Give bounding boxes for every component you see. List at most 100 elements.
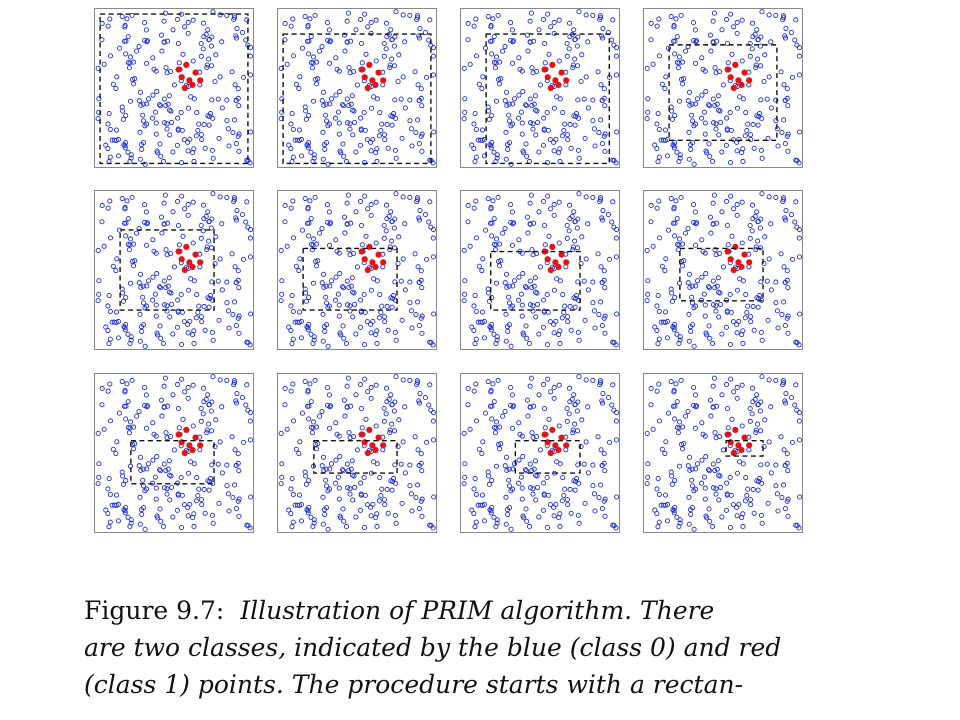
class0-point <box>385 510 391 516</box>
class0-point <box>783 25 789 32</box>
class0-point <box>598 447 604 453</box>
class0-point <box>473 308 479 314</box>
class0-point <box>368 330 374 336</box>
class0-point <box>175 115 181 121</box>
class0-point <box>665 227 672 233</box>
class0-point <box>509 392 515 398</box>
caption-line-1: Figure 9.7: Illustration of PRIM algorit… <box>84 596 715 625</box>
class0-point <box>129 76 136 82</box>
class0-point <box>349 458 355 464</box>
class0-point <box>489 38 495 44</box>
class0-point <box>181 319 187 325</box>
class0-point <box>784 451 790 457</box>
class0-point <box>565 137 571 143</box>
class0-point <box>317 48 323 54</box>
class0-point <box>662 127 669 133</box>
class0-point <box>545 11 551 17</box>
class0-point <box>751 510 757 516</box>
class0-point <box>610 199 616 205</box>
class0-point <box>215 96 221 102</box>
class0-point <box>598 264 604 270</box>
class0-point <box>759 115 765 121</box>
class0-point <box>400 377 406 383</box>
class0-point <box>299 227 306 233</box>
class0-point <box>368 384 374 391</box>
class0-point <box>486 481 492 487</box>
class0-point <box>724 40 731 47</box>
class0-point <box>358 480 364 486</box>
class0-point <box>333 274 339 280</box>
class1-point <box>735 442 742 449</box>
class0-point <box>371 94 377 100</box>
class0-point <box>565 502 571 508</box>
class0-point <box>530 303 536 309</box>
class0-point <box>368 287 374 293</box>
class1-point <box>175 431 182 438</box>
class0-point <box>384 303 390 310</box>
class0-point <box>399 135 405 141</box>
class0-point <box>376 498 382 504</box>
class0-point <box>783 207 789 214</box>
class0-point <box>328 96 335 102</box>
class0-point <box>344 383 350 389</box>
class0-point <box>219 287 225 293</box>
class0-point <box>644 481 650 487</box>
class0-point <box>532 275 538 281</box>
class0-point <box>602 148 608 154</box>
class0-point <box>596 312 602 318</box>
class0-point <box>531 466 537 472</box>
class0-point <box>137 271 144 277</box>
class0-point <box>175 381 181 388</box>
class0-point <box>342 48 348 54</box>
class0-point <box>736 318 742 324</box>
class0-point <box>687 142 694 148</box>
class0-point <box>317 413 323 419</box>
class0-point <box>491 149 497 155</box>
class0-point <box>107 519 113 525</box>
class0-point <box>576 115 582 121</box>
class0-point <box>423 74 430 80</box>
class0-point <box>409 508 415 514</box>
class0-point <box>706 103 713 109</box>
class0-point <box>706 467 712 473</box>
class0-point <box>613 254 620 260</box>
class0-point <box>573 293 580 299</box>
class0-point <box>764 96 770 102</box>
class0-point <box>175 480 181 486</box>
class0-point <box>141 385 148 391</box>
class0-point <box>491 34 497 40</box>
class0-point <box>206 122 212 128</box>
class0-point <box>609 219 615 225</box>
class0-point <box>128 517 134 523</box>
class0-point <box>592 508 598 514</box>
class0-point <box>739 199 745 205</box>
class0-point <box>524 214 531 220</box>
class0-point <box>747 235 753 241</box>
class0-point <box>386 396 392 403</box>
class0-point <box>324 202 331 208</box>
class0-point <box>745 303 751 309</box>
class1-point <box>186 259 193 266</box>
class0-point <box>656 154 662 160</box>
class0-point <box>157 323 163 329</box>
class0-point <box>773 300 779 306</box>
class0-point <box>683 48 689 54</box>
class0-point <box>392 399 398 405</box>
class0-point <box>734 395 740 401</box>
class0-point <box>685 280 691 286</box>
class0-point <box>694 96 701 102</box>
class0-point <box>164 252 170 258</box>
class0-point <box>509 303 516 309</box>
class0-point <box>564 235 570 241</box>
caption-line-2: are two classes, indicated by the blue (… <box>84 633 782 662</box>
prim-box <box>130 439 215 485</box>
class0-point <box>402 470 408 476</box>
class0-point <box>139 146 145 152</box>
class0-point <box>123 233 129 239</box>
class0-point <box>494 337 500 343</box>
class0-point <box>306 403 312 409</box>
class0-point <box>334 66 340 72</box>
class0-point <box>536 331 542 337</box>
class0-point <box>365 389 371 395</box>
class0-point <box>383 202 390 208</box>
